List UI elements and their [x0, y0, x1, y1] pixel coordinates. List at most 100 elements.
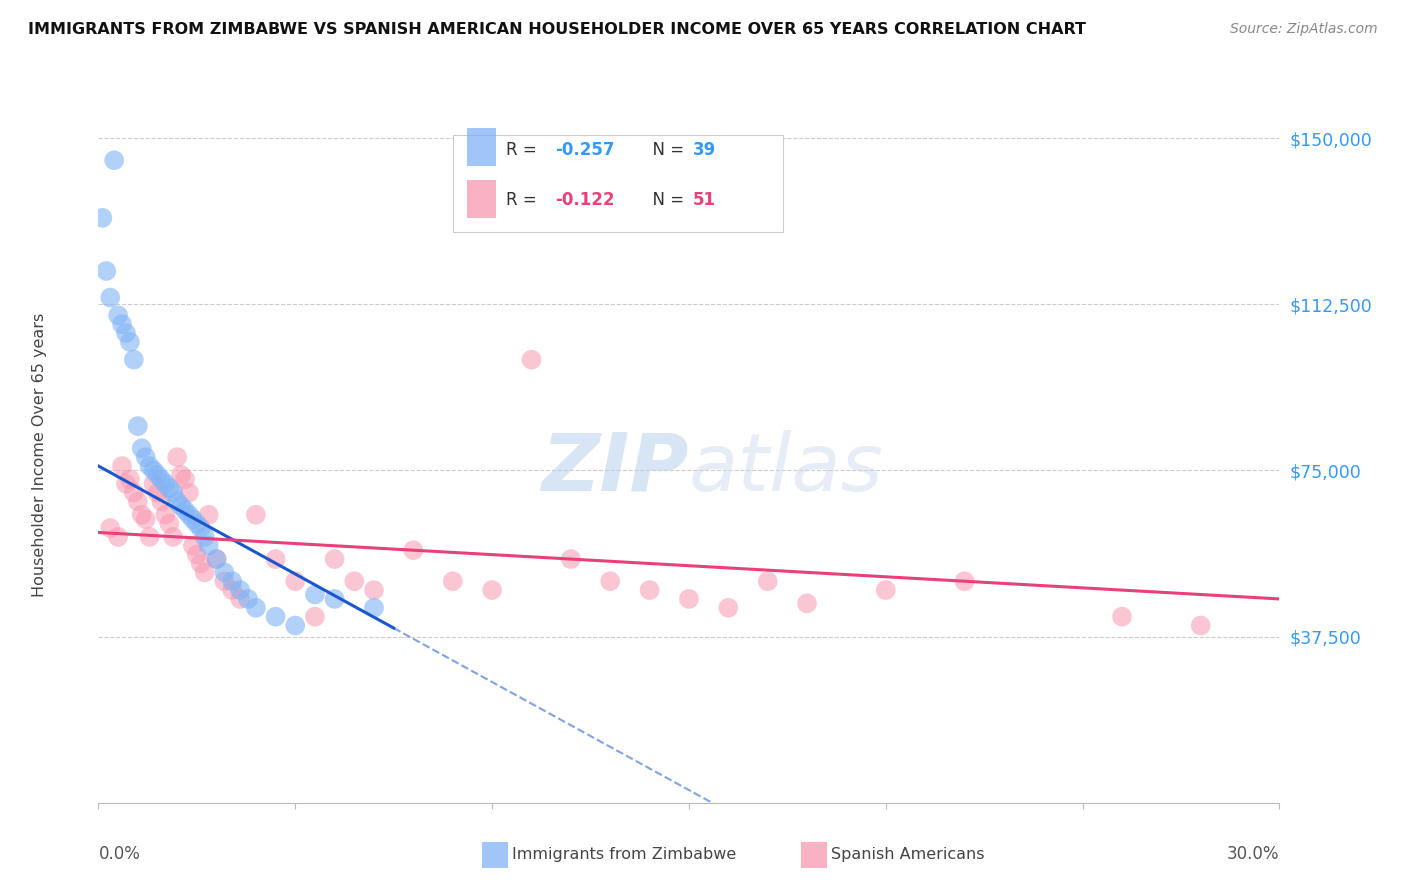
Point	[138, 458, 160, 473]
Point	[118, 472, 141, 486]
Text: -0.122: -0.122	[555, 191, 614, 209]
Text: IMMIGRANTS FROM ZIMBABWE VS SPANISH AMERICAN HOUSEHOLDER INCOME OVER 65 YEARS CO: IMMIGRANTS FROM ZIMBABWE VS SPANISH AMER…	[28, 22, 1085, 37]
Point	[678, 591, 700, 606]
Point	[107, 530, 129, 544]
Point	[107, 309, 129, 323]
Text: 0.0%: 0.0%	[98, 845, 141, 863]
Point	[166, 494, 188, 508]
Text: N =: N =	[641, 191, 689, 209]
Point	[214, 574, 236, 589]
Point	[194, 566, 217, 580]
Point	[323, 552, 346, 566]
Point	[875, 583, 897, 598]
Point	[245, 600, 267, 615]
Point	[122, 485, 145, 500]
Point	[115, 326, 138, 340]
Text: 30.0%: 30.0%	[1227, 845, 1279, 863]
Point	[638, 583, 661, 598]
Point	[402, 543, 425, 558]
Point	[177, 508, 200, 522]
Point	[441, 574, 464, 589]
Point	[142, 476, 165, 491]
Bar	[801, 842, 827, 868]
Point	[138, 530, 160, 544]
Point	[115, 476, 138, 491]
Point	[717, 600, 740, 615]
Bar	[467, 128, 496, 166]
Point	[1189, 618, 1212, 632]
Point	[304, 587, 326, 601]
Point	[142, 463, 165, 477]
Point	[118, 334, 141, 349]
Point	[186, 516, 208, 531]
Point	[221, 574, 243, 589]
Point	[103, 153, 125, 168]
Point	[135, 512, 157, 526]
Point	[520, 352, 543, 367]
Point	[150, 494, 173, 508]
Point	[170, 499, 193, 513]
Text: ZIP: ZIP	[541, 430, 689, 508]
Point	[190, 521, 212, 535]
Point	[197, 508, 219, 522]
Point	[96, 264, 118, 278]
Point	[599, 574, 621, 589]
Point	[343, 574, 366, 589]
Point	[98, 291, 121, 305]
Text: 51: 51	[693, 191, 716, 209]
Text: 39: 39	[693, 141, 716, 159]
Bar	[467, 180, 496, 219]
Point	[214, 566, 236, 580]
Point	[363, 600, 385, 615]
Point	[146, 467, 169, 482]
Point	[363, 583, 385, 598]
Point	[284, 574, 307, 589]
Point	[131, 508, 153, 522]
Text: R =: R =	[506, 141, 541, 159]
Point	[111, 317, 134, 331]
Point	[245, 508, 267, 522]
Point	[157, 481, 180, 495]
Point	[127, 494, 149, 508]
Point	[284, 618, 307, 632]
Point	[756, 574, 779, 589]
Point	[796, 596, 818, 610]
Point	[205, 552, 228, 566]
Point	[229, 583, 252, 598]
Point	[181, 512, 204, 526]
Point	[127, 419, 149, 434]
Text: N =: N =	[641, 141, 689, 159]
Text: R =: R =	[506, 191, 541, 209]
Bar	[482, 842, 508, 868]
Point	[236, 591, 259, 606]
Point	[264, 552, 287, 566]
Text: Spanish Americans: Spanish Americans	[831, 847, 984, 863]
Point	[146, 485, 169, 500]
Point	[1111, 609, 1133, 624]
Point	[221, 583, 243, 598]
Point	[194, 530, 217, 544]
Point	[229, 591, 252, 606]
Point	[155, 476, 177, 491]
Point	[205, 552, 228, 566]
Text: -0.257: -0.257	[555, 141, 614, 159]
Point	[174, 472, 197, 486]
Point	[304, 609, 326, 624]
Text: Immigrants from Zimbabwe: Immigrants from Zimbabwe	[512, 847, 735, 863]
Point	[162, 485, 184, 500]
Point	[166, 450, 188, 464]
Point	[170, 467, 193, 482]
Point	[111, 458, 134, 473]
Point	[174, 503, 197, 517]
Point	[177, 485, 200, 500]
Point	[953, 574, 976, 589]
Point	[157, 516, 180, 531]
Text: atlas: atlas	[689, 430, 884, 508]
Point	[162, 530, 184, 544]
Point	[481, 583, 503, 598]
Point	[131, 442, 153, 456]
Point	[197, 539, 219, 553]
Point	[135, 450, 157, 464]
Point	[323, 591, 346, 606]
Point	[98, 521, 121, 535]
